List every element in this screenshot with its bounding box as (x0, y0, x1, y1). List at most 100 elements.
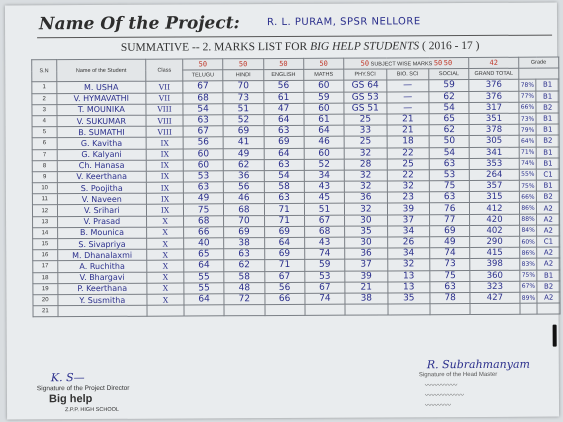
cell-maths: 64 (303, 125, 345, 137)
cell-student-name: G. Kalyani (56, 148, 147, 161)
cell-maths: 46 (303, 136, 345, 148)
cell-physci: 39 (344, 270, 388, 282)
cell-student-name: M. Dhanalaxmi (57, 249, 147, 262)
cell-hindi (224, 304, 265, 317)
cell-percent: 66% (518, 191, 537, 203)
cell-grade: C1 (537, 236, 560, 248)
cell-hindi: 58 (224, 271, 265, 283)
cell-social: 74 (429, 247, 471, 260)
cell-biosci: 26 (387, 236, 430, 249)
project-label: Name Of the Project: (38, 13, 240, 35)
cell-grade: A2 (537, 258, 560, 270)
cell-percent: 84% (519, 224, 538, 237)
cell-hindi: 52 (223, 114, 264, 126)
cell-telugu: 56 (183, 137, 224, 149)
cell-social: 73 (429, 258, 471, 271)
cell-hindi: 56 (223, 181, 264, 194)
cell-english: 69 (264, 248, 305, 260)
cell-social: 62 (428, 91, 470, 103)
cell-hindi: 41 (223, 136, 264, 149)
cell-social: 54 (429, 102, 470, 114)
cell-grade: A2 (537, 247, 560, 259)
cell-sn: 19 (32, 283, 58, 295)
cell-grade (537, 303, 561, 315)
cell-percent: 60% (519, 236, 538, 248)
cell-grade: C1 (536, 168, 560, 181)
cell-student-name: M. USHA (56, 81, 146, 94)
cell-social: 63 (429, 191, 470, 204)
cell-physci: GS 53 (343, 91, 387, 103)
cell-maths: 74 (304, 293, 346, 305)
cell-biosci: 34 (387, 247, 430, 260)
cell-english: 63 (263, 192, 305, 205)
cell-english: 56 (264, 282, 305, 294)
cell-class: IX (146, 193, 184, 205)
col-physci: PHY.SCI (343, 69, 387, 81)
max-telugu: 50 (182, 58, 224, 71)
director-label: Signature of the Project Director (36, 384, 130, 393)
cell-english: 58 (263, 181, 305, 193)
cell-percent: 88% (519, 213, 538, 226)
cell-grand-total: 427 (470, 292, 520, 304)
cell-student-name: S. Poojitha (56, 182, 147, 194)
cell-percent: 67% (519, 280, 538, 293)
cell-english: 71 (264, 215, 305, 227)
cell-grade: B2 (536, 101, 559, 114)
cell-telugu: 65 (183, 248, 225, 261)
cell-telugu: 40 (183, 237, 224, 250)
col-telugu: TELUGU (182, 69, 224, 82)
cell-class: IX (146, 182, 184, 194)
cell-maths: 67 (304, 281, 346, 294)
cell-class: VII (145, 92, 183, 104)
cell-telugu: 67 (182, 81, 224, 93)
cell-maths: 43 (304, 181, 345, 193)
cell-english: 69 (264, 226, 305, 238)
cell-percent: 86% (519, 247, 538, 259)
cell-physci: 32 (344, 147, 387, 159)
cell-student-name: G. Kavitha (56, 137, 147, 150)
cell-student-name: V. Srihari (57, 204, 147, 217)
cell-grade: B1 (536, 90, 559, 102)
cell-sn: 7 (32, 149, 57, 161)
cell-grand-total: 415 (470, 247, 520, 259)
cell-telugu: 55 (183, 282, 225, 294)
stamp-main: Big help (48, 392, 93, 406)
cell-grade: A2 (536, 213, 560, 225)
cell-student-name: V. SUKUMAR (56, 115, 147, 127)
cell-english: 64 (264, 237, 305, 249)
cell-physci: 36 (344, 248, 388, 260)
cell-telugu: 68 (182, 92, 224, 104)
cell-social: 69 (429, 225, 470, 237)
cell-grade: B1 (536, 180, 560, 192)
cell-grand-total: 402 (469, 225, 520, 237)
cell-hindi: 62 (223, 159, 264, 171)
cell-maths: 51 (304, 203, 345, 216)
col-hindi: HINDI (223, 69, 264, 82)
cell-biosci: 13 (387, 281, 431, 293)
cell-class: VIII (146, 114, 184, 127)
heading-prefix: SUMMATIVE -- 2. MARKS LIST FOR (120, 40, 308, 54)
cell-percent: 83% (519, 258, 538, 270)
cell-grand-total: 360 (470, 269, 520, 282)
cell-grand-total: 341 (469, 146, 519, 159)
cell-class: IX (146, 170, 184, 183)
cell-student-name: T. MOUNIKA (56, 103, 147, 116)
project-line: Name Of the Project: R. L. PURAM, SPSR N… (36, 10, 553, 39)
cell-social (430, 303, 471, 316)
cell-biosci: 21 (386, 113, 430, 126)
marks-sheet: Name Of the Project: R. L. PURAM, SPSR N… (4, 2, 561, 420)
cell-maths: 60 (303, 80, 344, 92)
cell-grade: B1 (536, 79, 559, 91)
headmaster-label: Signature of the Head Master (418, 371, 498, 379)
cell-hindi: 49 (223, 148, 264, 160)
col-social: SOCIAL (428, 68, 470, 81)
cell-maths: 60 (303, 102, 345, 115)
table-row: 21 (32, 303, 561, 318)
cell-class: IX (146, 137, 184, 149)
cell-english: 69 (263, 136, 304, 149)
cell-english: 71 (264, 259, 305, 272)
cell-student-name: Ch. Hanasa (56, 159, 147, 172)
cell-student-name: A. Ruchitha (57, 260, 147, 273)
cell-telugu: 63 (183, 114, 224, 127)
col-name: Name of the Student (56, 59, 146, 83)
